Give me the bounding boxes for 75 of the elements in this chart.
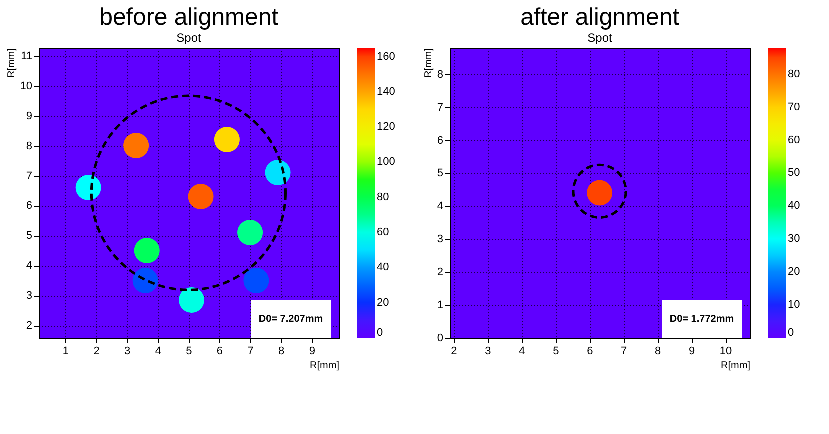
x-tick-label: 9 [689,346,696,358]
x-tick-label: 5 [553,346,560,358]
y-axis-title: R[mm] [6,48,18,78]
chart-title: after alignment [520,4,680,31]
color-bar-label: 50 [788,167,800,180]
y-tick-label: 5 [26,230,32,242]
x-tick-label: 6 [587,346,594,358]
color-bar-label: 160 [377,50,396,63]
color-bar-label: 0 [377,327,384,339]
point [134,238,160,264]
point [214,127,240,152]
color-bar-label: 40 [788,200,800,212]
x-tick-label: 7 [248,346,254,358]
annotation: D0= 1.772mm [670,314,734,325]
point [124,133,150,158]
y-tick-label: 7 [437,102,444,114]
x-tick-label: 10 [720,346,732,358]
y-tick-label: 4 [26,260,32,272]
y-tick-label: 10 [20,80,32,92]
color-bar-label: 20 [788,266,800,278]
x-tick-label: 1 [62,346,70,358]
color-bar-label: 30 [788,233,800,246]
x-tick-label: 4 [519,346,526,358]
y-tick-label: 3 [26,290,32,302]
y-tick-label: 9 [26,110,32,122]
color-bar-label: 10 [788,299,800,312]
color-bar-label: 100 [377,156,396,168]
point [238,220,264,246]
color-bar-label: 40 [377,262,390,274]
y-tick-label: 0 [437,332,444,344]
color-bar-label: 80 [377,191,390,204]
x-tick-label: 9 [309,346,316,358]
x-tick-label: 2 [451,346,458,358]
x-tick-label: 7 [621,346,628,358]
y-tick-label: 6 [437,134,444,147]
y-tick-label: 2 [26,320,32,332]
y-tick-label: 8 [437,68,444,81]
x-tick-label: 4 [155,346,162,358]
x-tick-label: 8 [655,346,662,358]
y-tick-label: 8 [26,140,32,152]
point [76,175,102,200]
chart-title: before alignment [100,4,279,31]
y-tick-label: 5 [437,168,444,180]
color-bar-label: 60 [377,226,390,239]
y-tick-label: 11 [21,50,32,62]
color-bar-label: 80 [788,68,800,80]
color-bar-label: 120 [377,121,396,134]
color-bar-label: 20 [377,296,390,309]
x-tick-label: 5 [186,346,192,358]
x-tick-label: 2 [94,346,100,358]
color-bar-label: 140 [377,86,396,98]
y-tick-label: 6 [26,200,32,212]
x-axis-title: R[mm] [310,360,340,372]
point [188,184,214,210]
y-tick-label: 7 [26,170,32,182]
y-axis-title: R[mm] [423,48,434,78]
point [132,268,158,294]
x-tick-label: 8 [278,346,285,358]
point [244,268,270,294]
color-bar-label: 60 [788,134,800,146]
x-tick-label: 6 [216,346,224,358]
x-tick-label: 3 [485,346,492,358]
y-tick-label: 3 [437,234,444,246]
color-bar-label: 0 [788,327,794,339]
point [179,287,205,313]
chart-subtitle: Spot [176,31,202,45]
point [265,160,291,186]
x-tick-label: 3 [124,346,131,358]
color-bar-label: 70 [788,101,800,114]
y-tick-label: 1 [437,300,444,312]
chart-subtitle: Spot [588,31,614,45]
y-tick-label: 4 [437,200,444,213]
y-tick-label: 2 [437,266,444,279]
x-axis-title: R[mm] [721,360,751,372]
annotation: D0= 7.207mm [258,314,324,325]
